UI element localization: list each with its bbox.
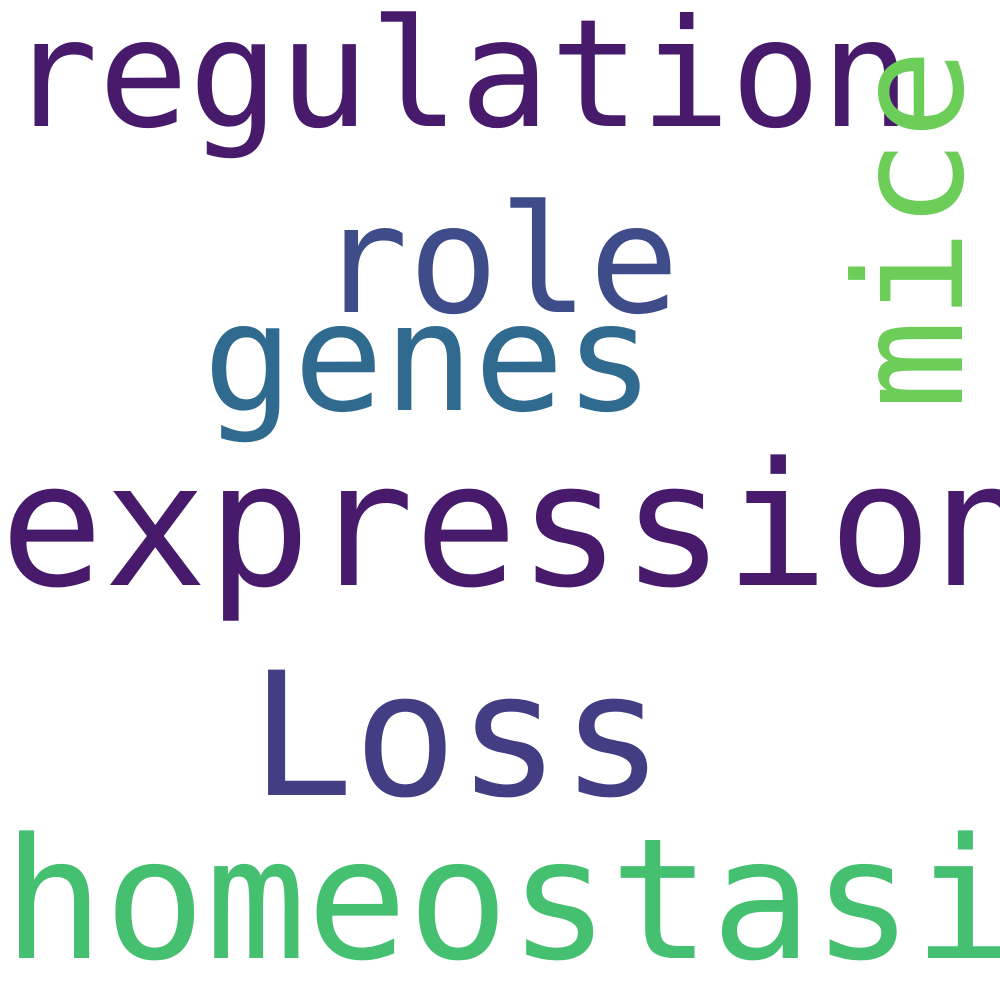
- word-loss: Loss: [250, 635, 665, 836]
- word-genes: genes: [203, 272, 655, 446]
- word-expression: expression: [0, 425, 1000, 626]
- word-regulation: regulation: [8, 0, 912, 162]
- word-homeostasis: homeostasis: [3, 802, 1000, 998]
- word-role: role: [318, 174, 680, 348]
- word-mice: mice: [824, 48, 998, 410]
